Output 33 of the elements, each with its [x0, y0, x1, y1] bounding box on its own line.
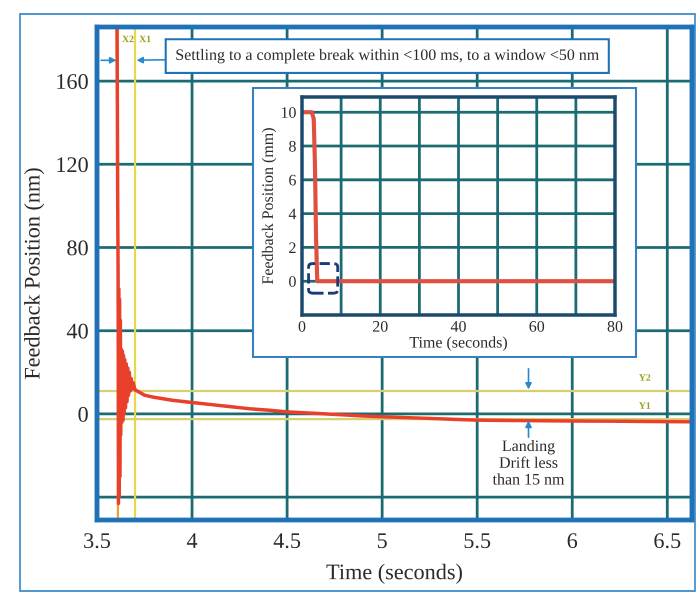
x-tick-label: 60 [529, 321, 544, 332]
y-tick-label: 80 [67, 240, 88, 256]
y-tick-label: 2 [289, 242, 296, 253]
x-tick-label: 5.5 [464, 533, 490, 548]
x-tick-label: 0 [298, 321, 306, 332]
y-tick-label: 10 [282, 107, 296, 118]
y-tick-label: 0 [78, 406, 88, 422]
x-tick-label: 6.5 [654, 533, 680, 548]
x-tick-label: 3.5 [84, 533, 110, 548]
x-tick-label: 80 [608, 321, 622, 332]
ref-line-label: X2 [122, 36, 134, 42]
annotation: Landing Drift less than 15 nm [492, 440, 564, 485]
ref-line-label: X1 [139, 36, 151, 42]
ref-line-label: Y2 [639, 374, 650, 381]
x-tick-label: 40 [450, 321, 466, 332]
y-axis-title: Feedback Position (nm) [24, 168, 44, 380]
x-axis-title: Time (seconds) [326, 564, 462, 584]
x-tick-label: 5 [378, 533, 387, 548]
y-tick-label: 6 [289, 174, 296, 186]
y-axis-title: Feedback Position (mm) [262, 128, 276, 284]
x-tick-label: 20 [372, 321, 388, 332]
x-axis-title: Time (seconds) [410, 336, 507, 351]
ref-line-label: Y1 [639, 402, 650, 409]
y-tick-label: 120 [57, 157, 88, 172]
y-tick-label: 0 [289, 276, 296, 287]
x-tick-label: 4.5 [274, 533, 300, 548]
y-tick-label: 4 [288, 208, 296, 220]
y-tick-label: 160 [57, 74, 88, 90]
annotation: Settling to a complete break within <100 ms, to a window <50 nm [176, 48, 599, 64]
line-series [302, 110, 615, 284]
y-tick-label: 8 [289, 140, 296, 152]
x-tick-label: 6 [568, 533, 578, 548]
x-tick-label: 4 [186, 533, 198, 548]
